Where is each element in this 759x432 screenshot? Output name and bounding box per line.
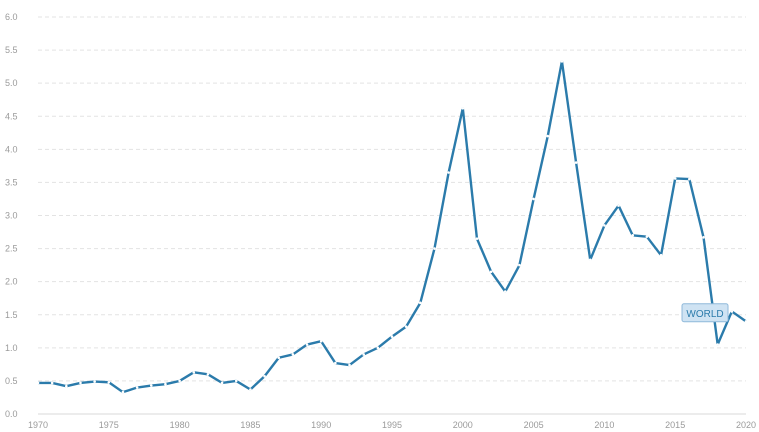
x-tick-label: 1975 — [99, 420, 119, 430]
data-point[interactable] — [362, 353, 365, 356]
series-label-box[interactable] — [681, 303, 729, 323]
y-tick-label: 2.0 — [5, 277, 18, 287]
data-point[interactable] — [475, 237, 479, 240]
series-label[interactable]: WORLD — [681, 303, 729, 323]
data-point[interactable] — [234, 379, 238, 383]
data-point[interactable] — [617, 204, 620, 207]
data-point[interactable] — [603, 224, 606, 227]
x-tick-label: 2020 — [736, 420, 756, 430]
data-point[interactable] — [376, 346, 380, 350]
y-tick-label: 1.0 — [5, 343, 18, 353]
data-point[interactable] — [461, 107, 465, 110]
data-point[interactable] — [277, 356, 281, 360]
data-point[interactable] — [50, 381, 54, 385]
x-axis-tick-labels: 1970 1975 1980 1985 1990 1995 2000 2005 2010 2015… — [28, 420, 756, 430]
x-tick-label: 2000 — [453, 420, 473, 430]
data-point[interactable] — [574, 161, 578, 164]
data-point[interactable] — [503, 290, 507, 293]
data-point[interactable] — [164, 382, 167, 386]
data-point[interactable] — [419, 301, 422, 305]
data-point[interactable] — [390, 335, 394, 338]
data-point[interactable] — [65, 384, 68, 388]
data-point[interactable] — [36, 381, 40, 385]
data-point[interactable] — [532, 197, 535, 201]
data-point[interactable] — [135, 386, 139, 389]
data-point[interactable] — [334, 361, 337, 365]
y-tick-label: 3.0 — [5, 211, 18, 221]
x-tick-label: 1990 — [311, 420, 331, 430]
data-point[interactable] — [631, 234, 635, 237]
y-tick-label: 2.5 — [5, 244, 18, 254]
data-point[interactable] — [588, 258, 592, 262]
data-point[interactable] — [149, 384, 153, 387]
y-tick-label: 5.0 — [5, 78, 18, 88]
y-axis-tick-labels: 0.0 0.5 1.0 1.5 2.0 2.5 3.0 3.5 4.0 4.5 5.0 5.5 6.0 — [5, 12, 18, 419]
data-point[interactable] — [702, 236, 705, 239]
data-point[interactable] — [404, 325, 408, 328]
data-point[interactable] — [688, 177, 691, 181]
x-tick-label: 2015 — [665, 420, 685, 430]
data-point[interactable] — [121, 390, 125, 394]
x-tick-label: 1995 — [382, 420, 402, 430]
y-tick-label: 0.0 — [5, 409, 18, 419]
series-label-text: WORLD — [686, 309, 723, 320]
grid-lines — [38, 16, 746, 415]
data-point[interactable] — [744, 320, 748, 323]
x-tick-label: 1970 — [28, 420, 48, 430]
data-point[interactable] — [447, 171, 450, 174]
x-tick-label: 1980 — [170, 420, 190, 430]
data-point[interactable] — [220, 381, 224, 385]
series-layer — [36, 60, 748, 394]
data-point[interactable] — [433, 247, 436, 250]
data-point[interactable] — [206, 373, 210, 376]
data-point[interactable] — [518, 263, 521, 267]
data-point[interactable] — [249, 388, 252, 391]
data-point[interactable] — [489, 270, 493, 274]
data-point[interactable] — [319, 339, 323, 343]
data-point[interactable] — [673, 177, 677, 180]
y-tick-label: 4.0 — [5, 144, 18, 154]
y-tick-label: 1.5 — [5, 310, 18, 320]
data-point[interactable] — [659, 253, 663, 257]
data-point[interactable] — [178, 379, 181, 383]
x-tick-label: 1985 — [240, 420, 260, 430]
data-point[interactable] — [560, 60, 564, 63]
data-point[interactable] — [305, 343, 309, 346]
data-point[interactable] — [546, 134, 550, 138]
y-tick-label: 6.0 — [5, 12, 18, 22]
x-tick-label: 2005 — [524, 420, 544, 430]
data-point[interactable] — [716, 343, 719, 346]
data-point[interactable] — [730, 310, 734, 313]
data-point[interactable] — [291, 353, 295, 356]
y-tick-label: 3.5 — [5, 177, 18, 187]
data-point[interactable] — [263, 374, 266, 378]
data-point[interactable] — [93, 380, 96, 383]
data-point[interactable] — [79, 381, 82, 385]
y-tick-label: 5.5 — [5, 45, 18, 55]
y-tick-label: 4.5 — [5, 111, 18, 121]
data-point[interactable] — [348, 363, 351, 367]
series-line-world — [38, 60, 747, 394]
data-point[interactable] — [645, 235, 649, 238]
y-tick-label: 0.5 — [5, 376, 18, 386]
x-tick-label: 2010 — [594, 420, 614, 430]
data-point[interactable] — [192, 371, 196, 374]
data-point[interactable] — [107, 380, 111, 384]
